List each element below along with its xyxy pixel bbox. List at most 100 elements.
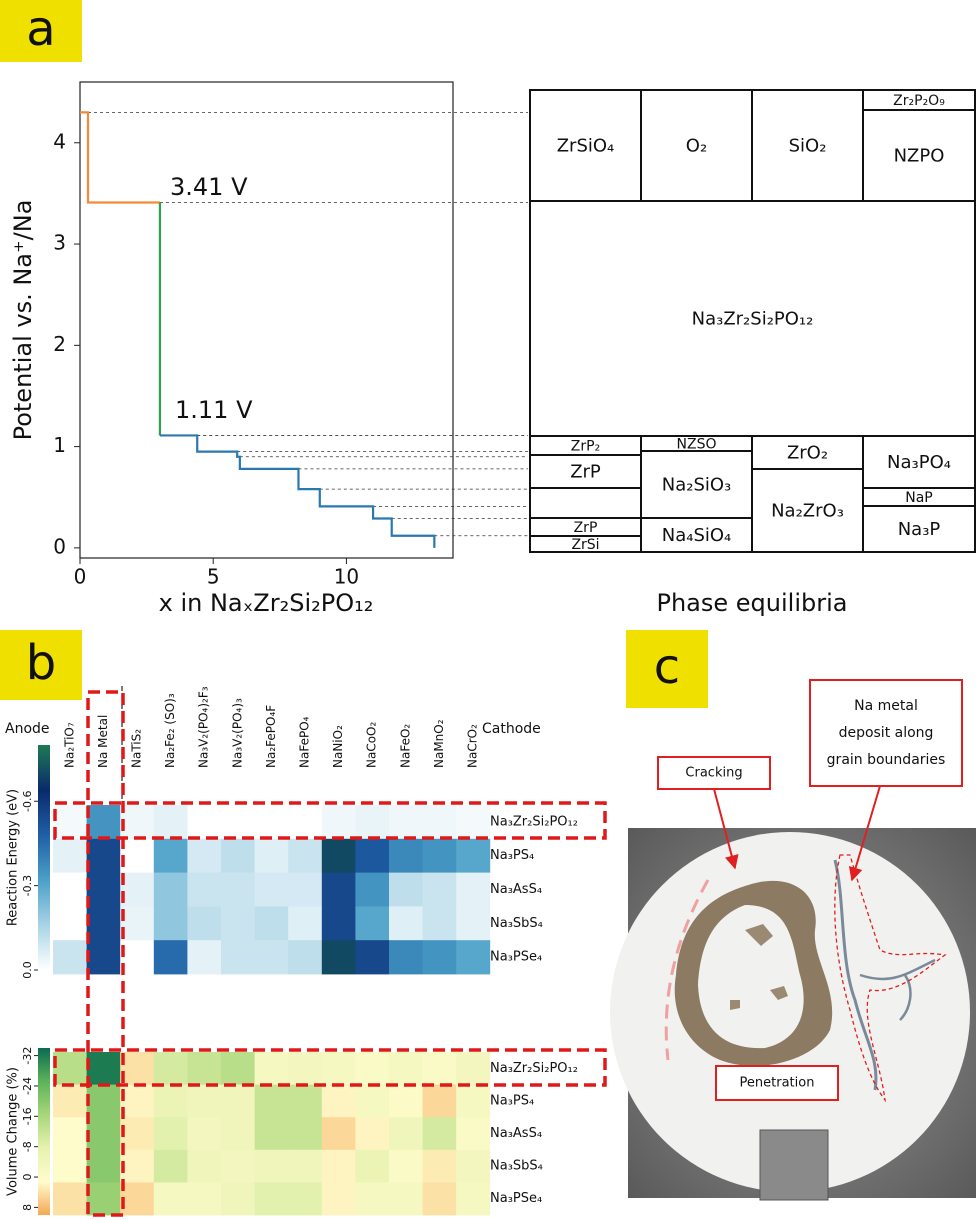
heat-cell: [288, 1084, 323, 1118]
heat-cell: [422, 906, 457, 941]
heat-cell: [53, 1052, 87, 1085]
phase-label: ZrSiO₄: [557, 136, 615, 157]
annotation: Na metal: [854, 698, 918, 714]
heat-cell: [355, 1084, 390, 1118]
heat-cell: [53, 872, 87, 907]
heat-cell: [422, 805, 457, 840]
heat-cell: [120, 906, 155, 941]
phase-box: [862, 505, 976, 553]
heat-cell: [389, 805, 423, 840]
colorbar: [38, 745, 50, 970]
column-label: NaCrO₂: [466, 724, 480, 768]
colorbar-tick-label: -0.6: [21, 791, 34, 812]
phase-label: ZrP₂: [571, 439, 600, 455]
panel-label-bg: [0, 630, 82, 700]
heat-cell: [153, 1182, 188, 1216]
heat-cell: [456, 1149, 491, 1183]
heat-cell: [153, 1052, 188, 1085]
row-label: Na₃PS₄: [490, 848, 534, 863]
heat-cell: [389, 1117, 423, 1151]
phase-box: [529, 454, 642, 489]
heat-cell: [153, 838, 188, 873]
phase-label: Zr₂P₂O₉: [893, 93, 945, 109]
overlays: [53, 690, 607, 1217]
heat-cell: [120, 940, 155, 975]
heat-cell: [389, 872, 423, 907]
heat-cell: [187, 1117, 222, 1151]
phase-label: Na₃PO₄: [887, 452, 951, 473]
heat-cell: [153, 805, 188, 840]
x-axis-label: x in NaₓZr₂Si₂PO₁₂: [159, 589, 374, 617]
heat-cell: [456, 872, 491, 907]
heat-cell: [422, 1084, 457, 1118]
heat-cell: [321, 838, 356, 873]
panel-label: c: [654, 639, 680, 695]
panel-label: b: [26, 635, 56, 691]
heat-cell: [254, 1182, 289, 1216]
heat-cell: [389, 1149, 423, 1183]
row-label: Na₃AsS₄: [490, 1126, 542, 1141]
y-tick-label: 0: [53, 534, 66, 558]
colorbar-tick-label: 0.0: [21, 961, 34, 979]
y-tick-label: 2: [53, 332, 66, 356]
heat-cell: [389, 1052, 423, 1085]
heat-cell: [456, 906, 491, 941]
colorbar: [38, 1048, 50, 1215]
panel-label: a: [26, 1, 55, 57]
heat-cell: [321, 1084, 356, 1118]
heat-cell: [153, 1084, 188, 1118]
column-label: NaFePO₄: [298, 716, 312, 768]
heat-cell: [153, 1117, 188, 1151]
clamp: [759, 1129, 829, 1201]
colorbar-label: Volume Change (%): [6, 1067, 21, 1196]
heat-cell: [120, 1052, 155, 1085]
heat-cell: [254, 906, 289, 941]
colorbar-tick-label: -0.3: [21, 875, 34, 896]
diagram-title: Phase equilibria: [657, 589, 848, 617]
heat-cell: [153, 872, 188, 907]
x-tick-label: 10: [334, 565, 359, 589]
phase-label: ZrSi: [571, 537, 599, 553]
heat-cell: [456, 838, 491, 873]
heat-cell: [221, 940, 255, 975]
colorbar-label: Reaction Energy (eV): [6, 789, 21, 926]
heat-cell: [355, 1117, 390, 1151]
column-label: Na₂TiO₇: [62, 722, 76, 768]
row-label: Na₃Zr₂Si₂PO₁₂: [490, 814, 578, 829]
heat-cell: [288, 1182, 323, 1216]
heat-cell: [187, 872, 222, 907]
row-label: Na₃PS₄: [490, 1093, 534, 1108]
heat-cell: [86, 838, 121, 873]
colorbar-tick-label: -8: [21, 1141, 34, 1152]
heat-cell: [288, 805, 323, 840]
crack-region: [674, 880, 833, 1066]
colorbar-tick-label: -24: [21, 1077, 34, 1095]
heat-cell: [254, 1052, 289, 1085]
heat-cell: [221, 1149, 255, 1183]
heat-cell: [422, 838, 457, 873]
heat-cell: [389, 1182, 423, 1216]
column-label: NaMnO₂: [432, 719, 446, 768]
heat-cell: [187, 1052, 222, 1085]
phase-label: SiO₂: [789, 136, 827, 157]
row-label: Na₃PSe₄: [490, 1191, 542, 1206]
highlight-box: [53, 801, 607, 840]
heat-cell: [321, 1182, 356, 1216]
line-series: [159, 434, 436, 548]
x-tick-label: 0: [74, 565, 87, 589]
heat-cell: [187, 838, 222, 873]
phase-label: NZPO: [894, 146, 945, 167]
heat-cell: [288, 838, 323, 873]
annotation: grain boundaries: [827, 752, 946, 768]
heat-cell: [355, 805, 390, 840]
heat-cell: [389, 838, 423, 873]
column-label: NaFeO₂: [398, 724, 412, 768]
highlight-box: [53, 1048, 607, 1087]
heat-cell: [53, 1117, 87, 1151]
phase-box: [529, 200, 976, 437]
phase-label: Na₂ZrO₃: [771, 501, 844, 522]
y-tick-label: 4: [53, 129, 66, 153]
heat-cell: [355, 1182, 390, 1216]
heat-cell: [221, 872, 255, 907]
